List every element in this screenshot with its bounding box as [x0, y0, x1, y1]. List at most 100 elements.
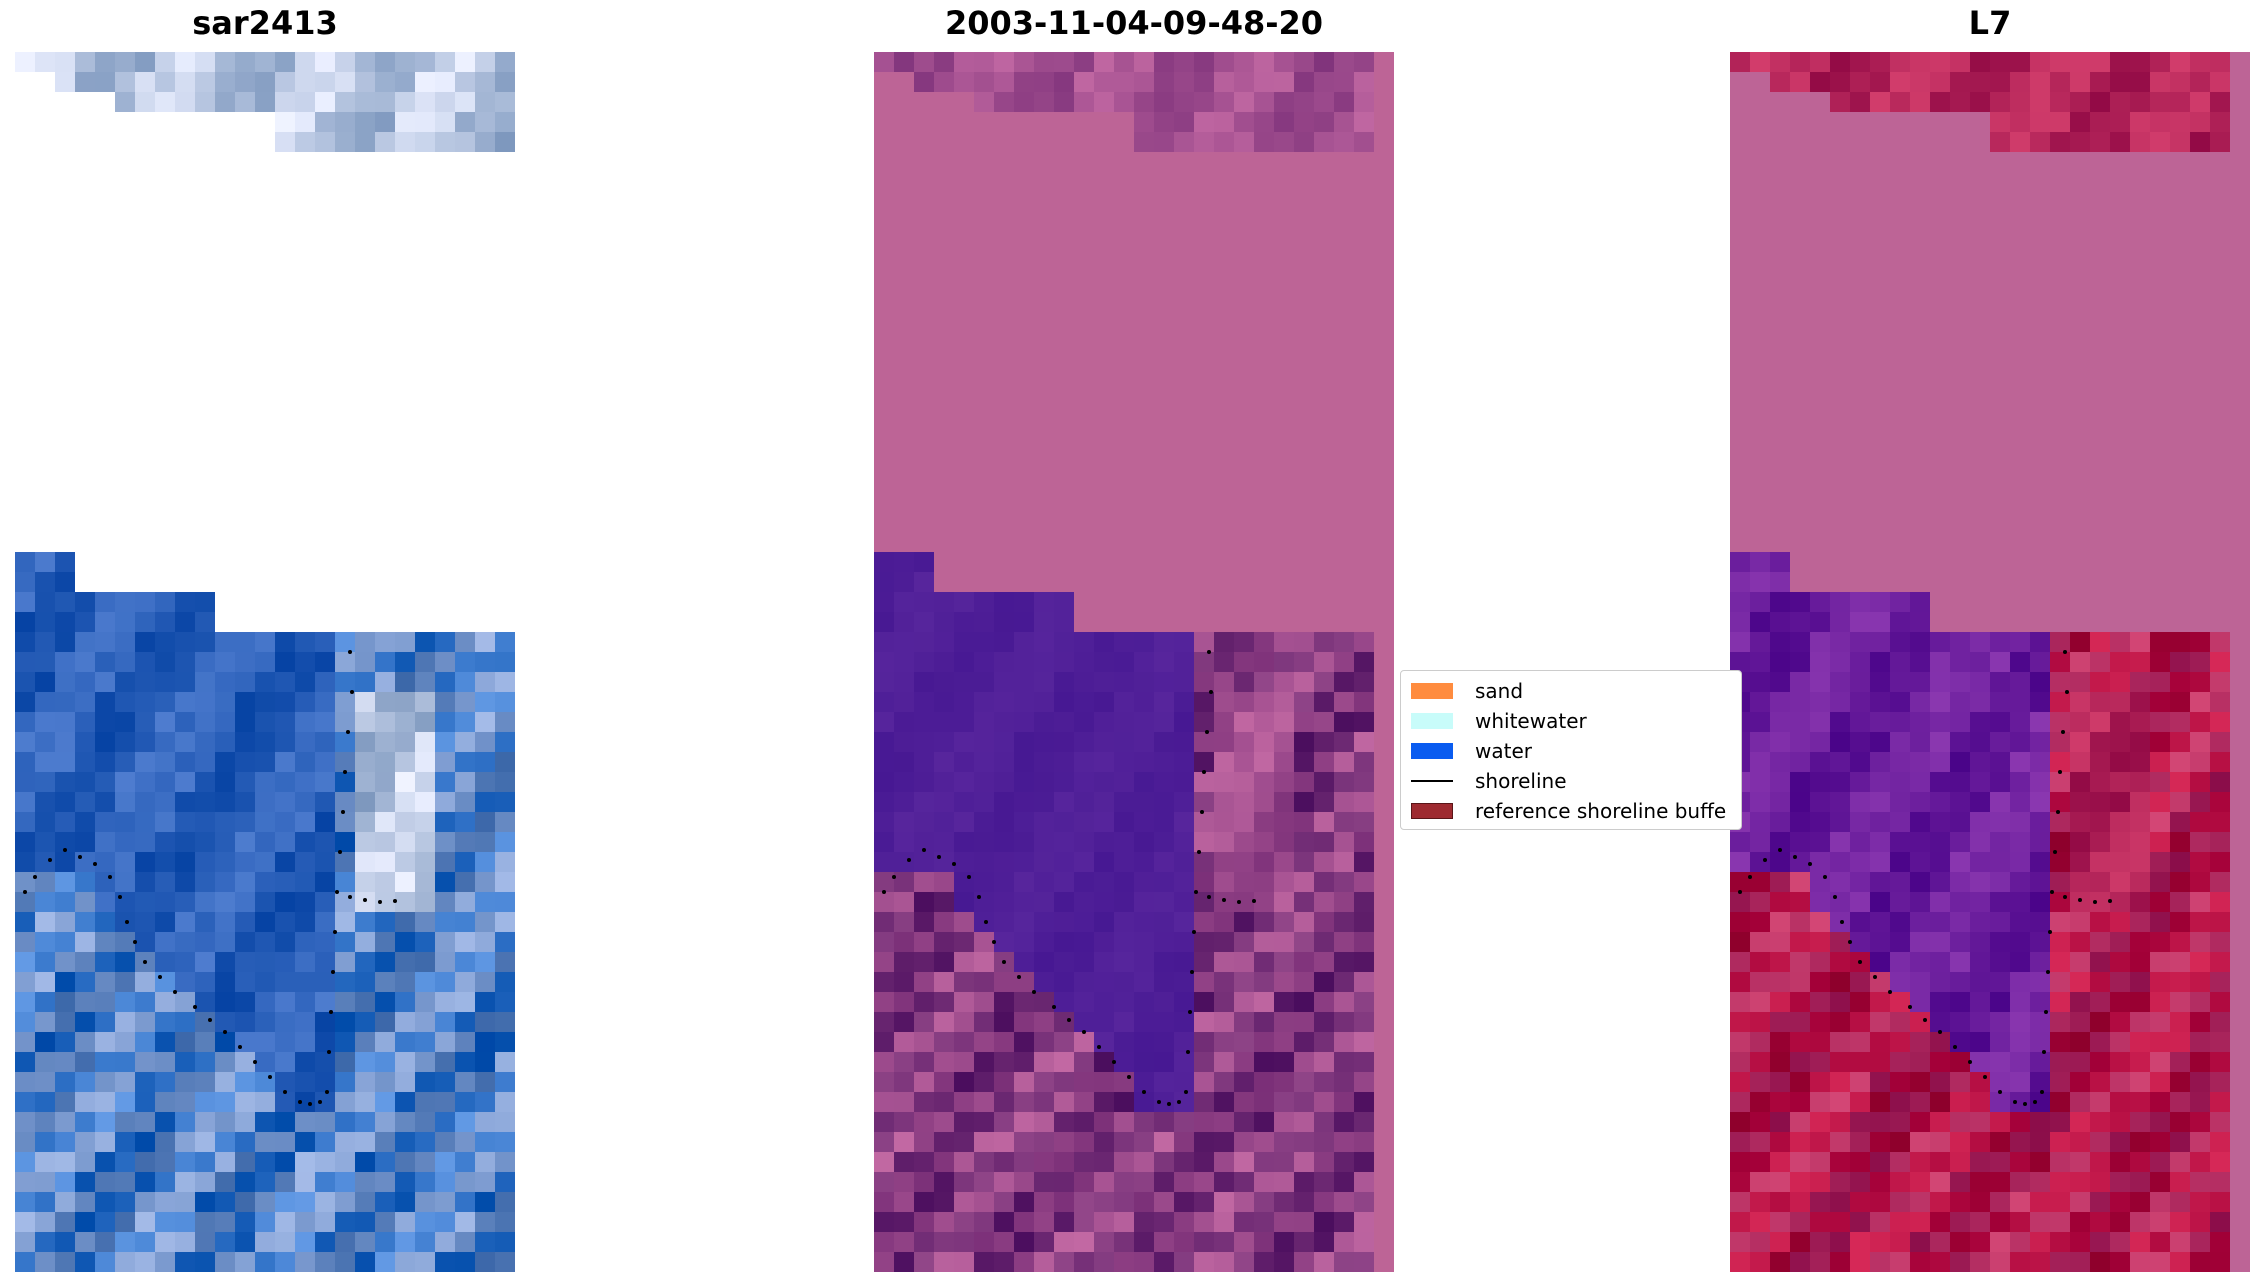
pixel-cell: [1770, 752, 1791, 773]
pixel-cell: [75, 212, 96, 233]
pixel-cell: [2190, 292, 2211, 313]
shoreline-point: [1052, 1005, 1056, 1009]
shoreline-point: [1778, 848, 1782, 852]
pixel-cell: [1830, 692, 1851, 713]
pixel-cell: [1334, 532, 1355, 553]
pixel-cell: [35, 1032, 56, 1053]
pixel-cell: [1750, 392, 1771, 413]
pixel-cell: [235, 532, 256, 553]
pixel-cell: [874, 292, 895, 313]
pixel-cell: [2110, 1032, 2131, 1053]
pixel-cell: [135, 332, 156, 353]
pixel-cell: [1810, 292, 1831, 313]
pixel-cell: [934, 1092, 955, 1113]
pixel-cell: [954, 1072, 975, 1093]
pixel-cell: [455, 332, 476, 353]
pixel-cell: [495, 212, 515, 233]
pixel-cell: [1770, 1132, 1791, 1153]
pixel-cell: [1034, 52, 1055, 73]
pixel-cell: [894, 712, 915, 733]
pixel-cell: [395, 112, 416, 133]
pixel-cell: [1214, 1032, 1235, 1053]
pixel-cell: [1254, 892, 1275, 913]
pixel-cell: [1830, 492, 1851, 513]
pixel-cell: [55, 1092, 76, 1113]
pixel-cell: [315, 592, 336, 613]
pixel-cell: [1154, 392, 1175, 413]
pixel-cell: [2030, 1072, 2051, 1093]
pixel-cell: [315, 792, 336, 813]
pixel-cell: [934, 612, 955, 633]
pixel-cell: [2210, 92, 2231, 113]
pixel-cell: [1890, 1052, 1911, 1073]
pixel-cell: [2030, 452, 2051, 473]
pixel-cell: [355, 892, 376, 913]
pixel-cell: [2050, 1132, 2071, 1153]
pixel-cell: [1294, 72, 1315, 93]
pixel-cell: [1810, 952, 1831, 973]
pixel-cell: [135, 912, 156, 933]
pixel-cell: [1990, 692, 2011, 713]
pixel-cell: [1234, 712, 1255, 733]
pixel-cell: [1950, 72, 1971, 93]
pixel-cell: [1810, 1252, 1831, 1272]
pixel-cell: [455, 412, 476, 433]
pixel-cell: [2090, 1212, 2111, 1233]
pixel-cell: [2030, 972, 2051, 993]
pixel-cell: [1094, 72, 1115, 93]
pixel-cell: [1990, 1072, 2011, 1093]
pixel-cell: [1770, 552, 1791, 573]
shoreline-point: [1858, 960, 1862, 964]
shoreline-point: [1082, 1030, 1086, 1034]
pixel-cell: [75, 792, 96, 813]
pixel-cell: [95, 192, 116, 213]
pixel-cell: [1730, 872, 1751, 893]
pixel-cell: [235, 792, 256, 813]
pixel-cell: [1054, 1232, 1075, 1253]
pixel-cell: [1930, 512, 1951, 533]
pixel-cell: [175, 72, 196, 93]
pixel-cell: [1354, 832, 1375, 853]
pixel-cell: [455, 1192, 476, 1213]
pixel-cell: [1114, 1112, 1135, 1133]
pixel-cell: [1314, 732, 1335, 753]
pixel-cell: [914, 1112, 935, 1133]
pixel-cell: [2070, 932, 2091, 953]
pixel-cell: [1314, 392, 1335, 413]
pixel-cell: [1234, 72, 1255, 93]
pixel-cell: [1730, 252, 1751, 273]
pixel-cell: [2190, 452, 2211, 473]
pixel-cell: [1114, 172, 1135, 193]
pixel-cell: [2070, 432, 2091, 453]
pixel-cell: [1850, 852, 1871, 873]
pixel-cell: [874, 1092, 895, 1113]
pixel-cell: [175, 1132, 196, 1153]
shoreline-point: [922, 848, 926, 852]
pixel-cell: [335, 212, 356, 233]
pixel-cell: [1870, 372, 1891, 393]
pixel-cell: [2210, 1052, 2231, 1073]
pixel-cell: [2170, 52, 2191, 73]
pixel-cell: [1034, 212, 1055, 233]
pixel-cell: [2030, 812, 2051, 833]
pixel-cell: [2050, 952, 2071, 973]
pixel-cell: [95, 892, 116, 913]
pixel-cell: [1154, 372, 1175, 393]
pixel-cell: [914, 972, 935, 993]
pixel-cell: [95, 992, 116, 1013]
pixel-cell: [1174, 952, 1195, 973]
pixel-cell: [1194, 992, 1215, 1013]
shoreline-point: [1097, 1045, 1101, 1049]
shoreline-point: [1032, 990, 1036, 994]
pixel-cell: [1790, 1112, 1811, 1133]
pixel-cell: [1094, 492, 1115, 513]
pixel-cell: [315, 452, 336, 473]
pixel-cell: [1930, 632, 1951, 653]
pixel-cell: [395, 92, 416, 113]
pixel-cell: [1134, 532, 1155, 553]
pixel-cell: [2050, 252, 2071, 273]
pixel-cell: [2130, 232, 2151, 253]
pixel-cell: [1750, 92, 1771, 113]
pixel-cell: [2030, 352, 2051, 373]
pixel-cell: [1134, 1212, 1155, 1233]
